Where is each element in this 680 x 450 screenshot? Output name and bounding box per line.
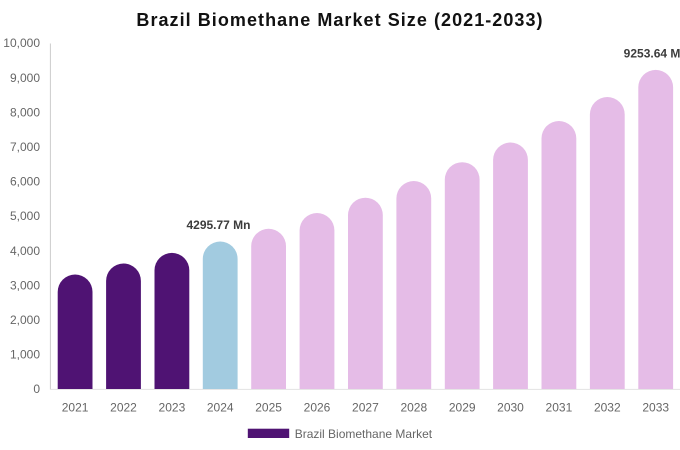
svg-text:5,000: 5,000	[10, 209, 40, 223]
svg-text:Brazil Biomethane Market Size: Brazil Biomethane Market Size (2021-2033…	[136, 10, 543, 30]
svg-text:0: 0	[33, 382, 40, 396]
svg-text:2026: 2026	[304, 400, 331, 414]
svg-text:3,000: 3,000	[10, 278, 40, 292]
svg-text:Brazil Biomethane Market: Brazil Biomethane Market	[295, 427, 433, 441]
svg-text:2032: 2032	[594, 400, 621, 414]
svg-text:2029: 2029	[449, 400, 476, 414]
svg-text:2027: 2027	[352, 400, 379, 414]
svg-text:9253.64 Mn: 9253.64 Mn	[624, 46, 680, 60]
svg-text:4295.77 Mn: 4295.77 Mn	[186, 218, 250, 232]
svg-text:2028: 2028	[400, 400, 427, 414]
svg-text:2030: 2030	[497, 400, 524, 414]
svg-text:2025: 2025	[255, 400, 282, 414]
svg-text:2021: 2021	[62, 400, 89, 414]
svg-text:9,000: 9,000	[10, 71, 40, 85]
svg-text:6,000: 6,000	[10, 175, 40, 189]
svg-text:1,000: 1,000	[10, 348, 40, 362]
svg-text:2031: 2031	[546, 400, 573, 414]
svg-text:2033: 2033	[642, 400, 669, 414]
svg-text:8,000: 8,000	[10, 105, 40, 119]
svg-text:7,000: 7,000	[10, 140, 40, 154]
svg-text:2,000: 2,000	[10, 313, 40, 327]
svg-text:2024: 2024	[207, 400, 234, 414]
svg-text:2023: 2023	[159, 400, 186, 414]
svg-text:10,000: 10,000	[3, 36, 40, 50]
svg-text:2022: 2022	[110, 400, 137, 414]
svg-text:4,000: 4,000	[10, 244, 40, 258]
